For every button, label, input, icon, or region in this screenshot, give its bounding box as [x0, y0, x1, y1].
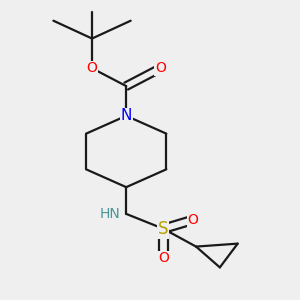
- Text: S: S: [158, 220, 169, 238]
- Text: O: O: [158, 251, 169, 266]
- Text: O: O: [155, 61, 166, 75]
- Text: O: O: [87, 61, 98, 75]
- Text: HN: HN: [100, 207, 120, 221]
- Text: O: O: [188, 213, 199, 227]
- Text: N: N: [121, 108, 132, 123]
